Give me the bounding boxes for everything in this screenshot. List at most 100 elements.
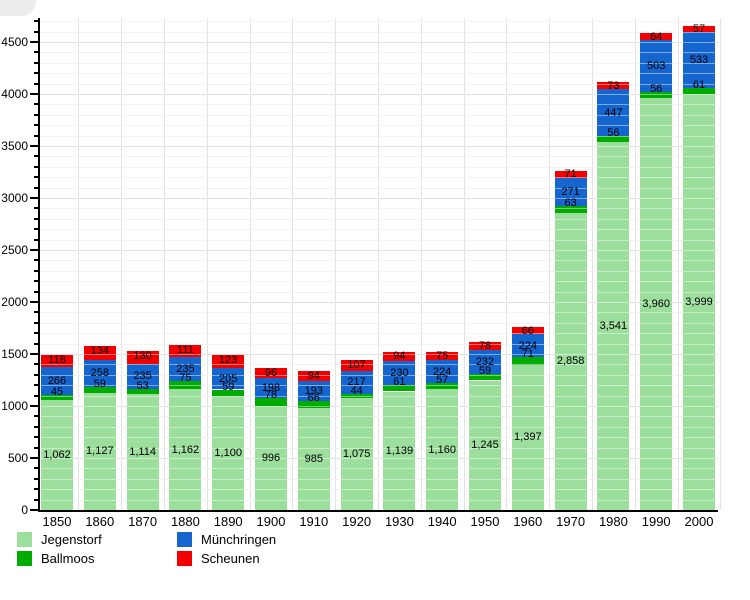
y-minor-tick	[34, 321, 38, 324]
gridline-overlay	[40, 333, 718, 335]
segment-value-label: 73	[607, 79, 620, 92]
gridline-overlay	[40, 364, 718, 366]
gridline	[40, 146, 718, 147]
gridline-overlay	[40, 447, 718, 449]
segment-value-label: 217	[347, 376, 366, 389]
segment-value-label: 78	[478, 340, 492, 353]
y-axis-tick-label: 3500	[1, 139, 28, 153]
gridline-overlay	[40, 499, 718, 501]
gridline-overlay	[40, 198, 718, 199]
segment-value-label: 130	[133, 349, 152, 362]
bar-segment-scheunen	[340, 359, 373, 371]
y-axis-tick-label: 2000	[1, 295, 28, 309]
y-major-tick	[30, 405, 38, 407]
gridline-overlay	[40, 426, 718, 428]
bar-segment-scheunen	[640, 33, 673, 41]
y-major-tick	[30, 93, 38, 95]
y-minor-tick	[34, 269, 38, 272]
y-minor-tick	[34, 373, 38, 376]
segment-value-label: 1,162	[171, 443, 200, 456]
gridline-overlay	[40, 281, 718, 283]
gridline-overlay	[40, 73, 718, 75]
category-separator	[506, 18, 508, 510]
legend-swatch-jegenstorf	[17, 532, 32, 547]
y-axis-line	[38, 18, 40, 512]
bar-segment-jegenstorf	[297, 407, 330, 510]
bar-segment-jegenstorf	[383, 391, 416, 510]
y-minor-tick	[34, 20, 38, 23]
gridline-overlay	[40, 125, 718, 127]
gridline	[40, 260, 718, 262]
segment-value-label: 59	[222, 380, 235, 393]
bar-segment-ballmoos	[212, 389, 245, 396]
segment-value-label: 1,245	[471, 439, 499, 452]
gridline-overlay	[40, 312, 718, 314]
y-axis-tick-label: 2500	[1, 243, 28, 257]
y-minor-tick	[34, 332, 38, 335]
y-axis-tick-label: 4500	[1, 35, 28, 49]
x-axis-tick-label: 1900	[256, 514, 286, 529]
gridline-overlay	[40, 177, 718, 179]
y-minor-tick	[34, 217, 38, 220]
category-separator	[206, 18, 208, 510]
bar-segment-ballmoos	[297, 400, 330, 408]
gridline-overlay	[40, 218, 718, 220]
bar-segment-jegenstorf	[554, 212, 587, 510]
bar-segment-ballmoos	[597, 135, 630, 142]
legend-swatch-muenchringen	[177, 532, 192, 547]
x-axis-tick-label: 1970	[556, 514, 586, 529]
category-separator	[121, 18, 123, 510]
gridline-overlay	[40, 42, 718, 43]
gridline	[40, 42, 718, 43]
y-axis-tick-label: 3000	[1, 191, 28, 205]
gridline	[40, 364, 718, 366]
gridline	[40, 156, 718, 158]
gridline	[40, 135, 718, 137]
gridline-overlay	[40, 146, 718, 147]
category-separator	[249, 18, 251, 510]
category-separator	[335, 18, 337, 510]
y-minor-tick	[34, 446, 38, 449]
x-axis-tick-label: 1870	[128, 514, 158, 529]
category-separator	[378, 18, 379, 510]
segment-value-label: 2,858	[556, 355, 585, 368]
segment-value-label: 59	[478, 365, 492, 378]
gridline-overlay	[40, 83, 718, 85]
gridline	[40, 468, 718, 470]
y-minor-tick	[34, 467, 38, 470]
y-major-tick	[30, 509, 38, 511]
y-minor-tick	[34, 280, 38, 283]
segment-value-label: 61	[393, 376, 406, 389]
legend-label: Münchringen	[201, 532, 277, 547]
bar-segment-mnchringen	[212, 368, 245, 390]
bar-segment-mnchringen	[383, 361, 416, 386]
gridline	[40, 291, 718, 293]
y-axis-tick-label: 1000	[1, 399, 28, 413]
segment-value-label: 230	[390, 367, 409, 380]
y-minor-tick	[34, 186, 38, 189]
category-separator	[634, 18, 636, 510]
category-separator	[720, 18, 722, 510]
gridline	[40, 489, 718, 491]
category-separator	[592, 18, 593, 510]
bar-segment-ballmoos	[255, 398, 287, 407]
gridline	[40, 125, 718, 127]
gridline-overlay	[40, 395, 718, 397]
y-minor-tick	[34, 72, 38, 75]
gridline	[40, 354, 718, 355]
segment-value-label: 3,541	[599, 319, 628, 332]
segment-value-label: 1,075	[342, 448, 371, 461]
segment-value-label: 56	[650, 83, 663, 96]
gridline-overlay	[40, 135, 718, 137]
segment-value-label: 56	[607, 126, 620, 139]
legend-label: Scheunen	[201, 551, 260, 566]
bar-segment-scheunen	[255, 367, 287, 378]
x-axis-tick-label: 1930	[384, 514, 414, 529]
y-minor-tick	[34, 238, 38, 241]
bar-segment-ballmoos	[640, 92, 673, 99]
gridline	[40, 478, 718, 480]
segment-value-label: 123	[219, 354, 238, 367]
y-major-tick	[30, 249, 38, 251]
bar-segment-ballmoos	[554, 206, 587, 213]
segment-value-label: 1,397	[514, 431, 542, 444]
